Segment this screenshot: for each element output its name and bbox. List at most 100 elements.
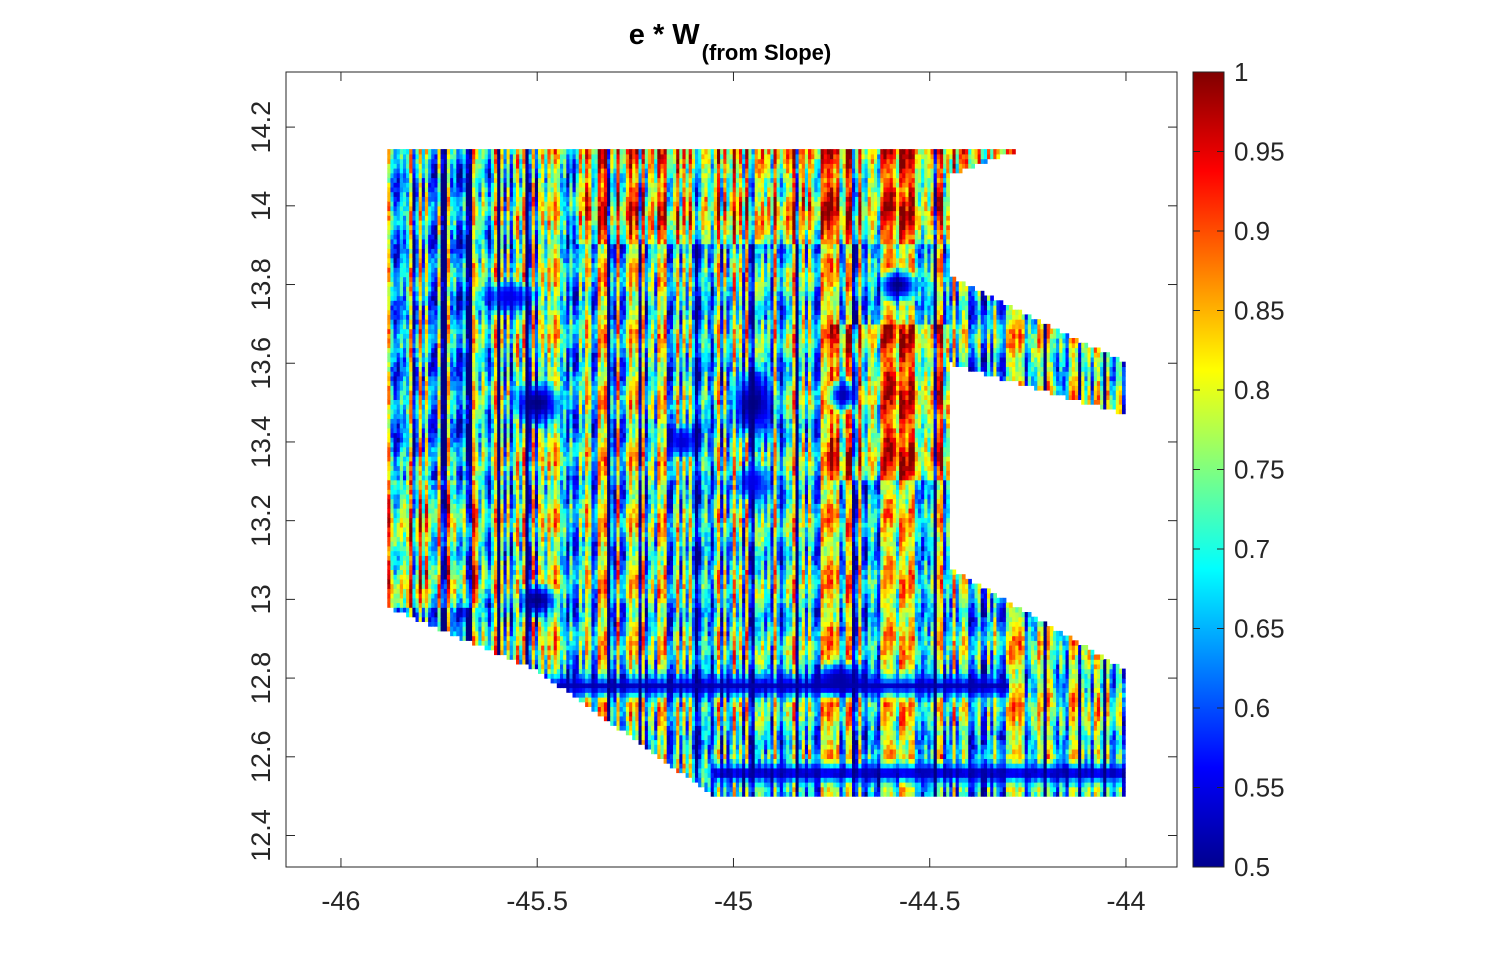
heatmap-cell <box>704 735 708 740</box>
heatmap-cell <box>887 692 891 697</box>
heatmap-cell <box>949 782 953 787</box>
heatmap-cell <box>996 725 1000 730</box>
heatmap-cell <box>714 735 718 740</box>
heatmap-cell <box>1028 782 1032 787</box>
heatmap-cell <box>1075 730 1079 735</box>
heatmap-cell <box>767 673 771 678</box>
heatmap-cell <box>1081 664 1085 669</box>
heatmap-cell <box>657 688 661 693</box>
heatmap-cell <box>934 735 938 740</box>
heatmap-cell <box>1044 659 1048 664</box>
heatmap-cell <box>1122 763 1126 768</box>
heatmap-cell <box>861 706 865 711</box>
heatmap-cell <box>934 782 938 787</box>
heatmap-cell <box>808 669 812 674</box>
heatmap-cell <box>877 749 881 754</box>
heatmap-cell <box>1091 782 1095 787</box>
heatmap-cell <box>965 754 969 759</box>
heatmap-cell <box>909 758 913 763</box>
heatmap-cell <box>1075 655 1079 660</box>
heatmap-cell <box>1097 744 1101 749</box>
heatmap-cell <box>635 697 639 702</box>
heatmap-cell <box>657 711 661 716</box>
heatmap-cell <box>887 711 891 716</box>
heatmap-cell <box>563 659 567 664</box>
heatmap-cell <box>981 683 985 688</box>
heatmap-cell <box>777 768 781 773</box>
heatmap-cell <box>604 659 608 664</box>
heatmap-cell <box>682 744 686 749</box>
heatmap-cell <box>1028 688 1032 693</box>
heatmap-cell <box>1018 735 1022 740</box>
heatmap-cell <box>1003 725 1007 730</box>
heatmap-cell <box>761 664 765 669</box>
heatmap-cell <box>714 655 718 660</box>
heatmap-cell <box>839 754 843 759</box>
heatmap-cell <box>1028 669 1032 674</box>
heatmap-cell <box>626 730 630 735</box>
heatmap-cell <box>861 740 865 745</box>
heatmap-cell <box>846 763 850 768</box>
heatmap-cell <box>871 721 875 726</box>
heatmap-cell <box>720 768 724 773</box>
heatmap-cell <box>971 791 975 796</box>
heatmap-cell <box>799 777 803 782</box>
heatmap-cell <box>924 758 928 763</box>
heatmap-cell <box>877 758 881 763</box>
heatmap-cell <box>924 730 928 735</box>
heatmap-cell <box>971 655 975 660</box>
heatmap-cell <box>1012 725 1016 730</box>
heatmap-cell <box>949 730 953 735</box>
heatmap-cell <box>1075 787 1079 792</box>
heatmap-cell <box>871 777 875 782</box>
heatmap-cell <box>745 697 749 702</box>
heatmap-cell <box>547 655 551 660</box>
heatmap-cell <box>887 678 891 683</box>
heatmap-cell <box>783 706 787 711</box>
heatmap-cell <box>673 758 677 763</box>
heatmap-cell <box>1034 740 1038 745</box>
heatmap-cell <box>720 692 724 697</box>
heatmap-cell <box>839 787 843 792</box>
heatmap-cell <box>877 683 881 688</box>
heatmap-cell <box>855 777 859 782</box>
heatmap-cell <box>1122 744 1126 749</box>
heatmap-cell <box>918 773 922 778</box>
heatmap-cell <box>752 692 756 697</box>
heatmap-cell <box>934 702 938 707</box>
heatmap-cell <box>981 669 985 674</box>
heatmap-cell <box>720 740 724 745</box>
heatmap-cell <box>1106 702 1110 707</box>
heatmap-cell <box>1081 702 1085 707</box>
heatmap-cell <box>1034 659 1038 664</box>
heatmap-cell <box>1066 730 1070 735</box>
heatmap-cell <box>557 669 561 674</box>
heatmap-cell <box>730 773 734 778</box>
heatmap-cell <box>996 773 1000 778</box>
heatmap-cell <box>1122 725 1126 730</box>
heatmap-cell <box>909 725 913 730</box>
heatmap-cell <box>1044 692 1048 697</box>
heatmap-cell <box>1116 664 1120 669</box>
heatmap-cell <box>949 721 953 726</box>
heatmap-cell <box>1034 763 1038 768</box>
heatmap-cell <box>682 650 686 655</box>
heatmap-cell <box>1097 791 1101 796</box>
heatmap-cell <box>824 673 828 678</box>
heatmap-cell <box>730 744 734 749</box>
heatmap-cell <box>714 659 718 664</box>
heatmap-cell <box>1075 688 1079 693</box>
heatmap-cell <box>1050 744 1054 749</box>
heatmap-cell <box>830 768 834 773</box>
heatmap-cell <box>799 768 803 773</box>
heatmap-cell <box>799 655 803 660</box>
heatmap-cell <box>996 744 1000 749</box>
heatmap-cell <box>949 791 953 796</box>
heatmap-cell <box>877 711 881 716</box>
heatmap-cell <box>855 754 859 759</box>
heatmap-cell <box>682 725 686 730</box>
heatmap-cell <box>981 702 985 707</box>
heatmap-cell <box>673 711 677 716</box>
heatmap-cell <box>1012 791 1016 796</box>
heatmap-cell <box>1050 678 1054 683</box>
